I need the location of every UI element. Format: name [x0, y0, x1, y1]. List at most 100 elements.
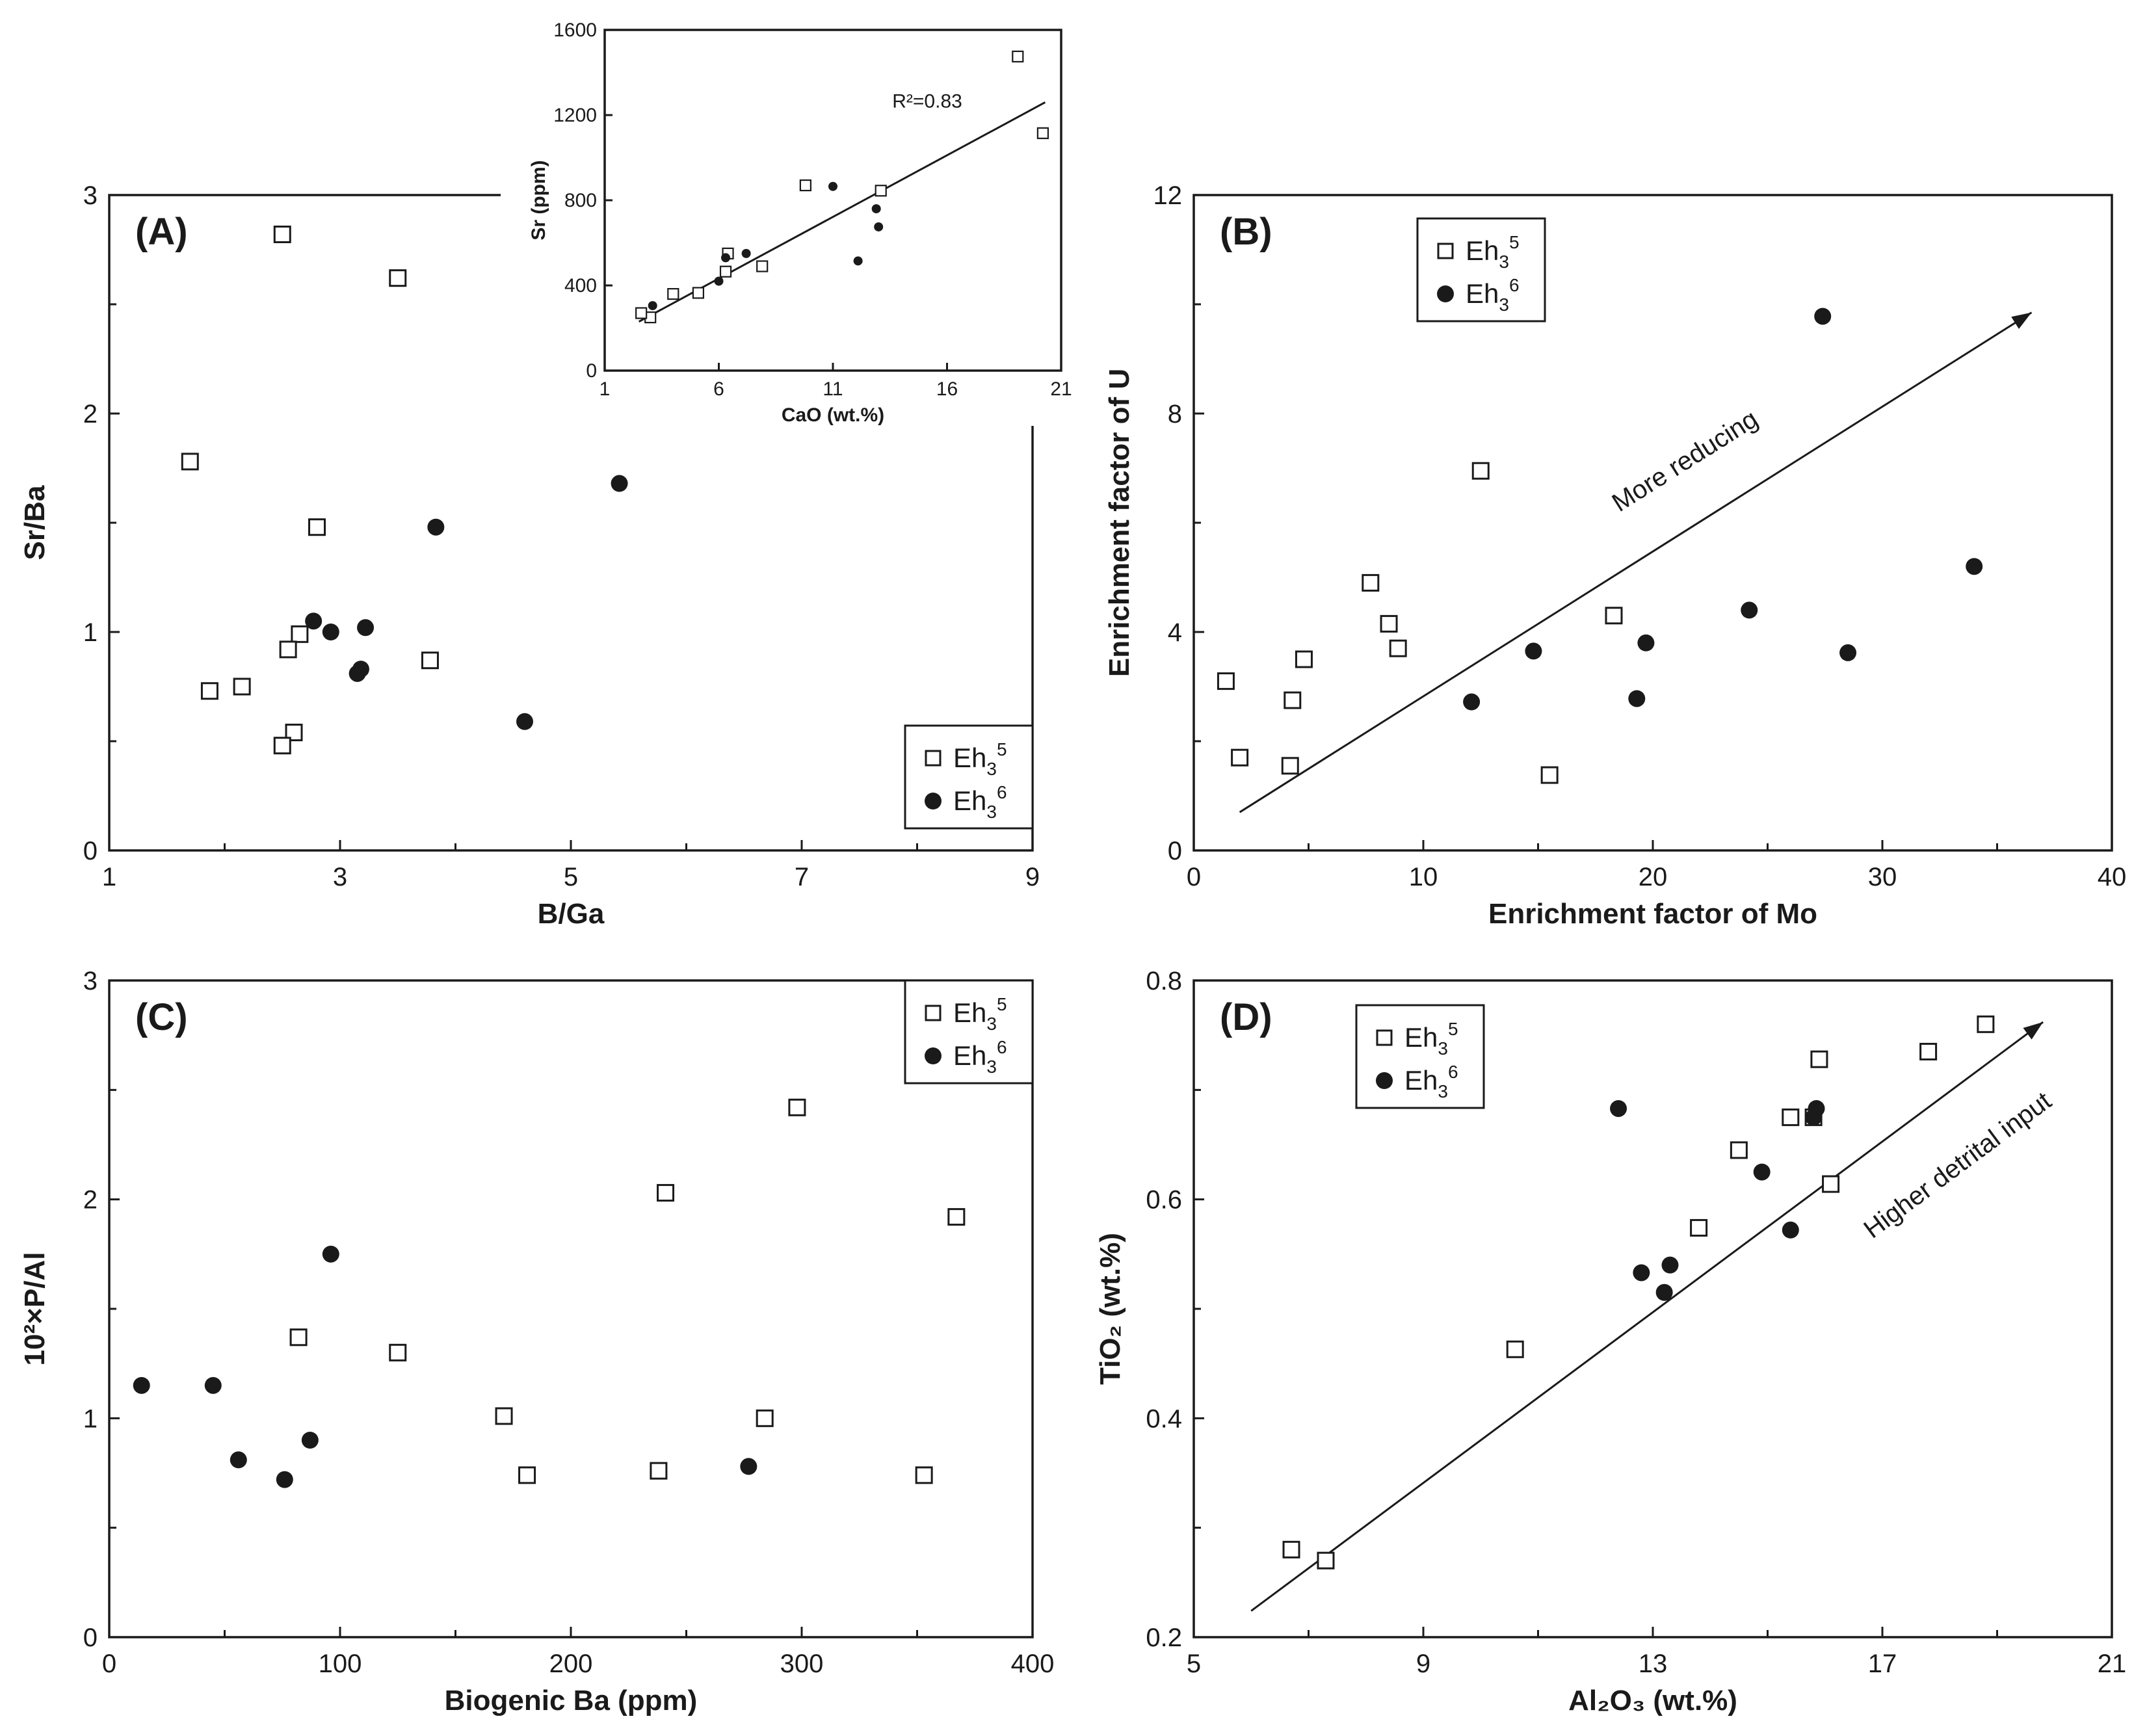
y-axis-title: Enrichment factor of U: [1103, 369, 1135, 677]
data-point-eh3-5: [1231, 748, 1249, 767]
data-point-eh3-5: [389, 1343, 407, 1361]
x-tick-label: 9: [1416, 1650, 1430, 1678]
x-axis-title: Enrichment factor of Mo: [1488, 898, 1817, 930]
data-point-eh3-6: [1839, 644, 1857, 661]
data-point-eh3-6: [276, 1471, 293, 1488]
data-point-eh3-5: [200, 682, 218, 700]
y-tick-label: 400: [564, 275, 597, 296]
data-point-eh3-5: [719, 265, 732, 278]
panel-c: 0 100 200 300 400 0 1 2 3 Biogenic Ba (ppm) 10²×P/…: [19, 967, 1054, 1716]
trend-line: [1239, 311, 2033, 813]
x-tick-label: 5: [564, 863, 578, 891]
x-tick-label: 20: [1639, 863, 1668, 891]
data-point-eh3-6: [740, 1458, 757, 1475]
data-point-eh3-6: [1628, 690, 1646, 707]
x-tick-label: 13: [1639, 1650, 1668, 1678]
legend-circle-marker: [925, 793, 942, 809]
legend-square-marker: [925, 750, 942, 767]
data-point-eh3-5: [1690, 1218, 1708, 1237]
y-tick-label: 12: [1153, 181, 1183, 210]
legend-circle-marker: [1437, 285, 1454, 302]
y-tick-label: 2: [83, 400, 98, 428]
data-point-eh3-6: [1808, 1099, 1825, 1117]
data-point-eh3-6: [301, 1432, 319, 1449]
data-point-eh3-5: [279, 640, 297, 659]
data-point-eh3-6: [427, 518, 445, 536]
inset-background: [501, 0, 1073, 426]
y-tick-label: 0.8: [1146, 967, 1182, 995]
x-axis-title: CaO (wt.%): [782, 404, 884, 426]
x-tick-label: 21: [2098, 1650, 2127, 1678]
y-tick-label: 1600: [553, 20, 597, 41]
data-point-eh3-6: [1782, 1221, 1799, 1239]
y-tick-label: 4: [1168, 618, 1182, 647]
data-point-eh3-5: [308, 518, 326, 536]
x-tick-label: 40: [2098, 863, 2127, 891]
data-point-eh3-5: [915, 1466, 933, 1484]
data-point-eh3-6: [1661, 1256, 1679, 1274]
trend-arrowhead: [2011, 312, 2032, 329]
legend-square-marker: [1376, 1029, 1393, 1046]
plot-frame: [1192, 979, 2113, 1638]
x-tick-label: 0: [1187, 863, 1201, 891]
y-axis-title: Sr (ppm): [528, 160, 549, 240]
data-point-eh3-5: [799, 179, 811, 192]
data-point-eh3-5: [1730, 1141, 1748, 1159]
detrital-input-annotation: Higher detrital input: [1858, 1086, 2057, 1244]
x-axis-title: Al₂O₃ (wt.%): [1568, 1685, 1737, 1716]
data-point-eh3-5: [273, 225, 291, 243]
data-point-eh3-5: [291, 625, 309, 643]
y-tick-label: 3: [83, 181, 98, 210]
data-point-eh3-5: [518, 1466, 536, 1484]
y-axis-title: Sr/Ba: [19, 485, 51, 560]
x-tick-label: 5: [1187, 1650, 1201, 1678]
data-point-eh3-5: [1036, 127, 1049, 139]
x-tick-label: 21: [1050, 378, 1072, 400]
legend-label: Eh36: [953, 1037, 1007, 1077]
x-tick-label: 17: [1868, 1650, 1897, 1678]
data-point-eh3-5: [756, 1409, 774, 1427]
data-point-eh3-6: [1463, 693, 1481, 711]
y-tick-label: 3: [83, 967, 98, 995]
x-tick-label: 1: [599, 378, 611, 400]
legend-box: [1416, 217, 1546, 322]
data-point-eh3-6: [1655, 1283, 1673, 1301]
x-axis-title: Biogenic Ba (ppm): [445, 1685, 698, 1716]
legend-label: Eh35: [1466, 232, 1520, 272]
x-tick-label: 11: [823, 378, 843, 400]
data-point-eh3-5: [1822, 1175, 1840, 1193]
data-point-eh3-5: [289, 1328, 308, 1347]
legend-label: Eh36: [1466, 275, 1520, 315]
y-tick-label: 1200: [553, 105, 597, 126]
y-tick-label: 1: [83, 1404, 98, 1433]
data-point-eh3-6: [516, 713, 533, 730]
x-tick-label: 30: [1868, 863, 1897, 891]
data-point-eh3-5: [1810, 1050, 1828, 1068]
data-point-eh3-6: [1741, 601, 1758, 619]
data-point-eh3-5: [635, 307, 648, 319]
data-point-eh3-6: [322, 1245, 339, 1263]
data-point-eh3-5: [1281, 757, 1299, 775]
data-point-eh3-5: [495, 1407, 513, 1425]
data-point-eh3-5: [1782, 1108, 1800, 1126]
data-point-eh3-5: [389, 269, 407, 287]
x-tick-label: 6: [713, 378, 724, 400]
data-point-eh3-6: [322, 624, 339, 640]
panel-label: (B): [1220, 211, 1272, 253]
y-tick-label: 0.6: [1146, 1186, 1182, 1215]
y-tick-label: 1: [83, 618, 98, 647]
panel-d: 5 9 13 17 21 0.2 0.4 0.6 0.8 Al₂O₃ (wt.%) TiO₂ (wt…: [1094, 967, 2126, 1716]
trend-arrowhead: [2023, 1021, 2044, 1040]
y-tick-label: 0.2: [1146, 1624, 1182, 1652]
y-tick-label: 800: [564, 190, 597, 211]
panel-label: (D): [1220, 996, 1272, 1038]
y-tick-label: 0: [586, 360, 597, 382]
data-point-eh3-5: [1919, 1042, 1938, 1060]
data-point-eh3-5: [756, 260, 769, 272]
